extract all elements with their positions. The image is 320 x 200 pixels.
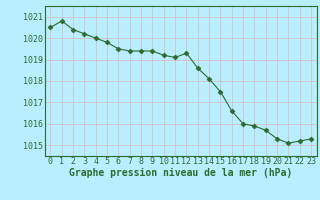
X-axis label: Graphe pression niveau de la mer (hPa): Graphe pression niveau de la mer (hPa) — [69, 168, 292, 178]
